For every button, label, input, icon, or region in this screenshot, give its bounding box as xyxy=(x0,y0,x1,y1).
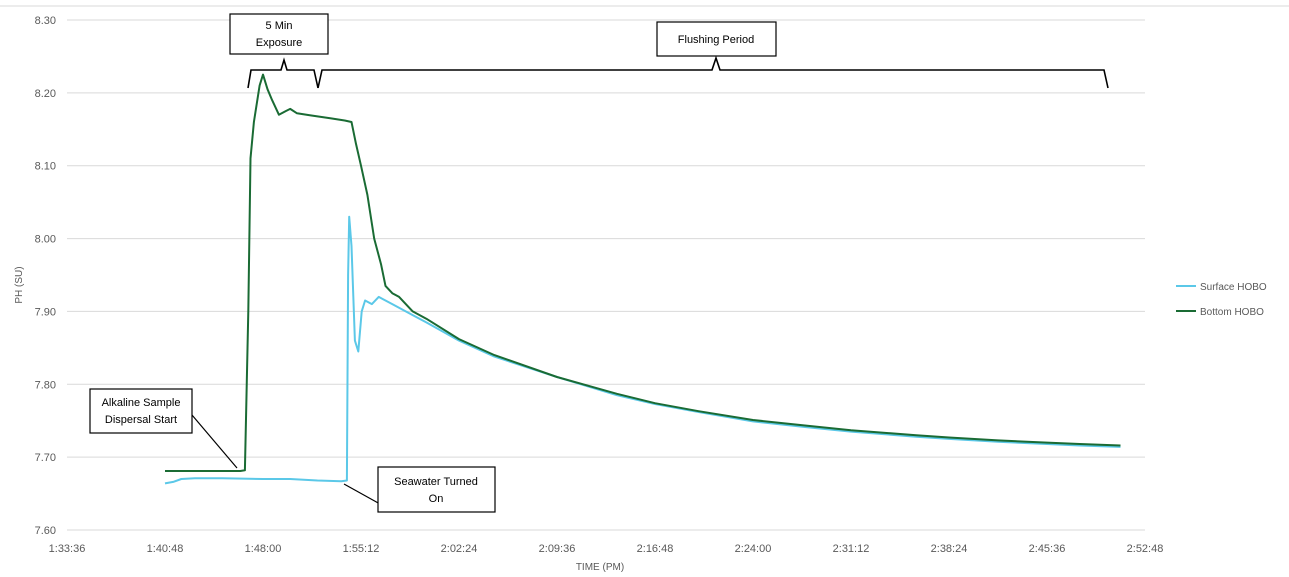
alkaline-label-line2: Dispersal Start xyxy=(105,414,177,426)
exposure-box xyxy=(229,13,329,55)
x-tick-label: 2:24:00 xyxy=(735,543,772,555)
y-tick-label: 8.10 xyxy=(35,161,56,173)
alkaline-box xyxy=(89,388,193,434)
series-line-bottom-hobo xyxy=(165,73,1121,472)
x-tick-label: 2:16:48 xyxy=(637,543,674,555)
flushing-label: Flushing Period xyxy=(678,34,754,46)
legend-label-surface-hobo: Surface HOBO xyxy=(1200,282,1267,293)
grid-layer xyxy=(0,5,1289,531)
y-tick-label: 7.80 xyxy=(35,379,56,391)
seawater-leader xyxy=(343,483,381,505)
seawater-box xyxy=(377,466,496,513)
x-tick-label: 1:40:48 xyxy=(147,543,184,555)
x-tick-label: 1:55:12 xyxy=(343,543,380,555)
y-tick-label: 7.90 xyxy=(35,306,56,318)
y-tick-label: 8.20 xyxy=(35,88,56,100)
y-axis-title: PH (SU) xyxy=(14,266,25,303)
y-tick-label: 8.30 xyxy=(35,15,56,27)
flushing-box xyxy=(656,21,777,57)
seawater-label-line1: Seawater Turned xyxy=(394,476,478,488)
x-tick-label: 2:09:36 xyxy=(539,543,576,555)
annotation-layer: 5 Min Exposure Flushing Period Alkaline … xyxy=(89,13,1109,513)
y-tick-label: 7.70 xyxy=(35,452,56,464)
flushing-bracket xyxy=(317,55,1109,89)
legend: Surface HOBO Bottom HOBO xyxy=(1176,282,1267,318)
x-tick-labels: 1:33:36 1:40:48 1:48:00 1:55:12 2:02:24 2:09:… xyxy=(49,543,1164,555)
x-tick-label: 1:33:36 xyxy=(49,543,86,555)
series-layer xyxy=(164,73,1121,485)
exposure-label-line2: Exposure xyxy=(256,37,302,49)
x-tick-label: 1:48:00 xyxy=(245,543,282,555)
alkaline-leader xyxy=(191,414,238,469)
y-tick-label: 7.60 xyxy=(35,525,56,537)
x-tick-label: 2:31:12 xyxy=(833,543,870,555)
exposure-label-line1: 5 Min xyxy=(266,20,293,32)
alkaline-label-line1: Alkaline Sample xyxy=(102,397,181,409)
y-tick-label: 8.00 xyxy=(35,234,56,246)
x-tick-label: 2:38:24 xyxy=(931,543,968,555)
y-tick-labels: 7.60 7.70 7.80 7.90 8.00 8.10 8.20 8.30 xyxy=(35,15,56,537)
x-axis-title: TIME (PM) xyxy=(576,562,624,573)
series-line-surface-hobo xyxy=(164,215,1121,485)
x-tick-label: 2:45:36 xyxy=(1029,543,1066,555)
seawater-label-line2: On xyxy=(429,493,444,505)
x-tick-label: 2:52:48 xyxy=(1127,543,1164,555)
legend-label-bottom-hobo: Bottom HOBO xyxy=(1200,307,1264,318)
x-tick-label: 2:02:24 xyxy=(441,543,478,555)
exposure-bracket xyxy=(247,57,319,89)
